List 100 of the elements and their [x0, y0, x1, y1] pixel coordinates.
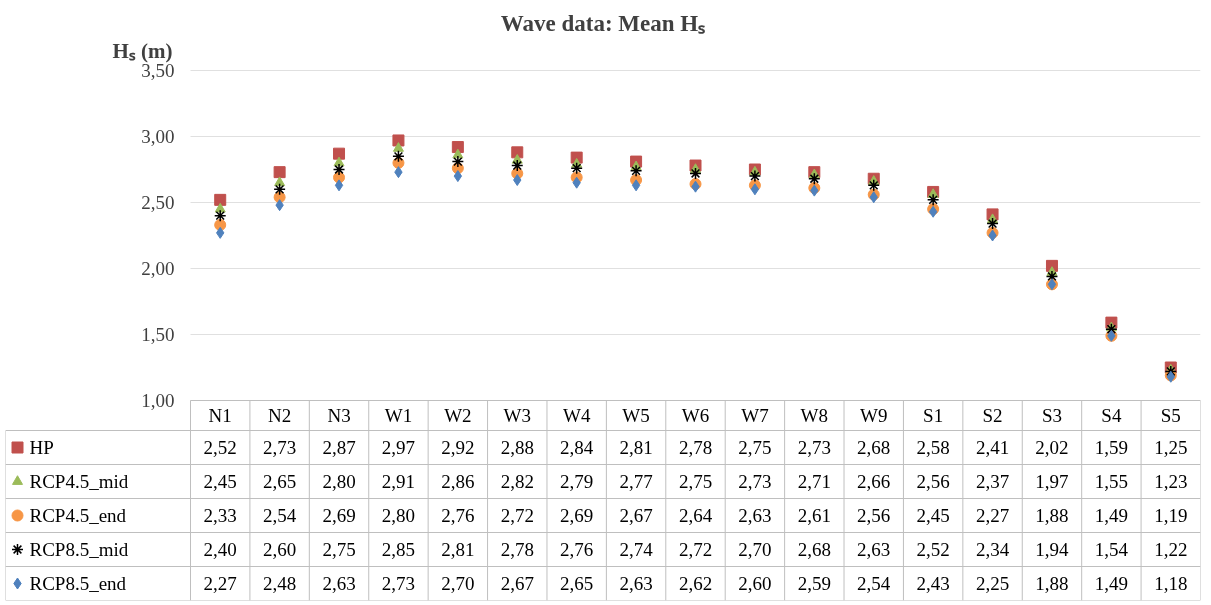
data-label: 2,75: [678, 471, 713, 492]
data-label: 2,54: [857, 573, 891, 594]
data-label: 2,84: [560, 437, 594, 458]
data-label: 2,63: [322, 573, 356, 594]
data-label: 2,40: [203, 539, 237, 560]
data-label: 1,25: [1154, 437, 1188, 458]
data-label: 2,52: [916, 539, 950, 560]
data-label: 2,56: [916, 471, 950, 492]
data-label: 2,81: [441, 539, 475, 560]
data-label: 2,92: [441, 437, 475, 458]
data-label: 2,78: [678, 437, 713, 458]
data-label: 2,52: [203, 437, 237, 458]
data-label: 2,76: [441, 505, 475, 526]
data-label: 1,88: [1035, 573, 1069, 594]
data-label: 1,97: [1035, 471, 1069, 492]
y-tick-label: 2,00: [141, 258, 175, 279]
x-tick-label: S3: [1041, 405, 1063, 426]
data-label: 2,41: [975, 437, 1010, 458]
data-label: 2,71: [797, 471, 831, 492]
legend-label: RCP8.5_end: [29, 573, 127, 594]
data-label: 2,45: [203, 471, 237, 492]
x-tick-label: W1: [384, 405, 413, 426]
data-label: 1,23: [1154, 471, 1188, 492]
data-label: 1,22: [1154, 539, 1188, 560]
data-label: 2,63: [619, 573, 653, 594]
y-axis-title: Hₛ (m): [112, 38, 173, 63]
data-label: 2,37: [975, 471, 1010, 492]
data-label: 2,25: [975, 573, 1010, 594]
data-label: 2,43: [916, 573, 950, 594]
data-label: 1,19: [1154, 505, 1188, 526]
x-tick-label: W5: [622, 405, 650, 426]
legend-label: RCP4.5_end: [29, 505, 127, 526]
data-label: 2,67: [619, 505, 653, 526]
x-tick-label: W2: [444, 405, 472, 426]
x-tick-label: N1: [208, 405, 232, 426]
data-label: 1,59: [1094, 437, 1129, 458]
data-label: 2,81: [619, 437, 653, 458]
data-label: 2,79: [560, 471, 594, 492]
legend-label: RCP4.5_mid: [29, 471, 129, 492]
data-label: 2,63: [857, 539, 891, 560]
x-tick-label: N2: [268, 405, 292, 426]
y-tick-label: 1,50: [141, 324, 175, 345]
data-label: 1,54: [1094, 539, 1129, 560]
data-label: 2,60: [738, 573, 772, 594]
data-label: 2,66: [857, 471, 891, 492]
data-label: 2,68: [797, 539, 831, 560]
y-tick-label: 3,00: [141, 126, 175, 147]
data-label: 2,61: [797, 505, 831, 526]
data-label: 2,02: [1035, 437, 1069, 458]
x-tick-label: S2: [982, 405, 1003, 426]
data-label: 2,67: [500, 573, 534, 594]
data-label: 1,49: [1094, 505, 1129, 526]
x-tick-label: S5: [1160, 405, 1181, 426]
data-label: 2,70: [738, 539, 772, 560]
data-label: 2,56: [857, 505, 891, 526]
data-label: 2,63: [738, 505, 772, 526]
x-tick-label: W9: [860, 405, 888, 426]
data-label: 2,97: [381, 437, 416, 458]
data-label: 2,27: [203, 573, 237, 594]
data-label: 2,73: [797, 437, 831, 458]
y-tick-label: 2,50: [141, 192, 175, 213]
data-label: 1,49: [1094, 573, 1129, 594]
data-label: 2,78: [500, 539, 534, 560]
data-label: 2,70: [441, 573, 475, 594]
x-tick-label: W6: [681, 405, 710, 426]
data-label: 1,94: [1035, 539, 1070, 560]
data-label: 2,68: [857, 437, 891, 458]
data-label: 2,54: [262, 505, 297, 526]
x-tick-label: W8: [800, 405, 829, 426]
data-label: 2,76: [560, 539, 594, 560]
x-tick-label: W4: [562, 405, 591, 426]
data-label: 2,69: [560, 505, 594, 526]
legend-label: RCP8.5_mid: [29, 539, 129, 560]
data-label: 2,72: [500, 505, 534, 526]
data-label: 2,65: [560, 573, 594, 594]
x-tick-label: W3: [503, 405, 531, 426]
data-label: 1,18: [1154, 573, 1188, 594]
data-label: 2,48: [262, 573, 297, 594]
data-label: 2,88: [500, 437, 534, 458]
data-label: 2,33: [203, 505, 237, 526]
data-label: 2,65: [262, 471, 297, 492]
data-label: 2,82: [500, 471, 534, 492]
data-label: 2,69: [322, 505, 356, 526]
x-tick-label: N3: [327, 405, 351, 426]
data-label: 2,77: [619, 471, 653, 492]
data-label: 2,45: [916, 505, 950, 526]
data-label: 2,85: [381, 539, 416, 560]
data-label: 1,55: [1094, 471, 1129, 492]
data-label: 2,80: [322, 471, 356, 492]
data-label: 2,80: [381, 505, 416, 526]
chart-title: Wave data: Mean Hₛ: [500, 10, 706, 36]
data-label: 2,73: [381, 573, 416, 594]
data-label: 2,27: [975, 505, 1010, 526]
legend-label: HP: [29, 437, 54, 458]
data-label: 2,87: [322, 437, 356, 458]
data-label: 2,58: [916, 437, 950, 458]
data-label: 2,73: [262, 437, 297, 458]
data-label: 2,64: [678, 505, 713, 526]
data-label: 1,88: [1035, 505, 1069, 526]
data-label: 2,91: [381, 471, 416, 492]
